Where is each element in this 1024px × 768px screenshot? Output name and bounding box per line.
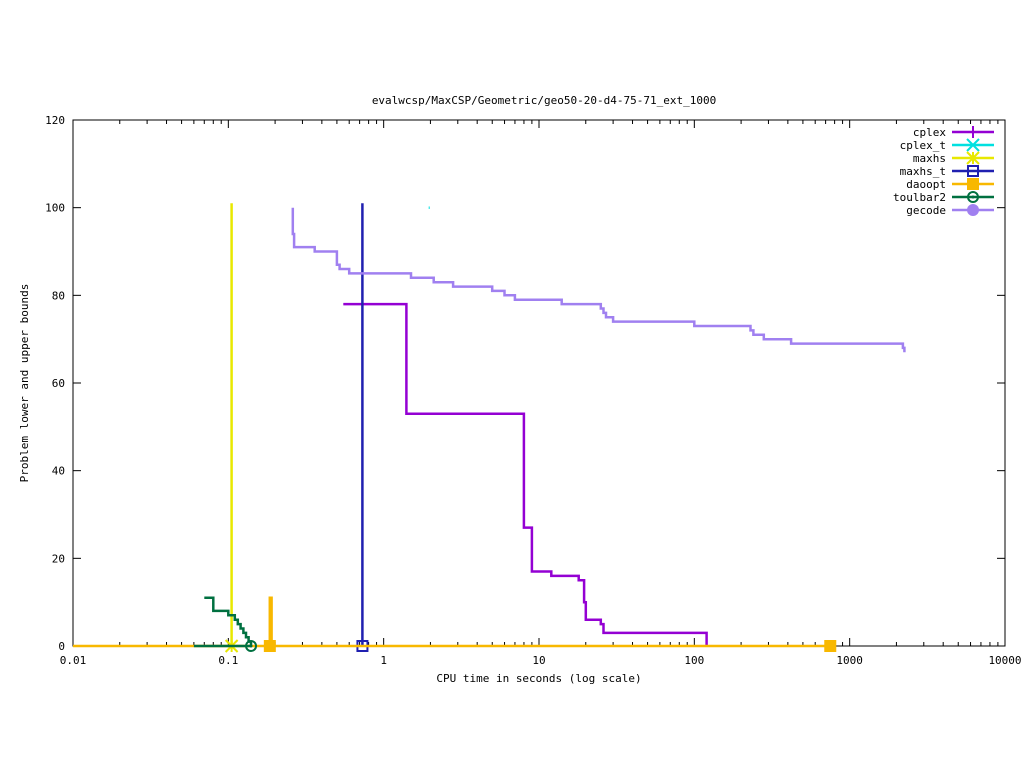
y-tick-label: 40 — [52, 465, 65, 478]
series-marker-toulbar2 — [245, 640, 258, 652]
legend-label-cplex_t: cplex_t — [900, 139, 946, 152]
legend-marker-gecode — [967, 204, 979, 216]
series-line-toulbar2-lower — [204, 596, 253, 646]
chart-title: evalwcsp/MaxCSP/Geometric/geo50-20-d4-75… — [372, 94, 716, 107]
y-tick-label: 20 — [52, 552, 65, 565]
legend-marker-cplex_t-d2 — [966, 138, 980, 152]
legend-label-maxhs: maxhs — [913, 152, 946, 165]
legend-label-gecode: gecode — [906, 204, 946, 217]
series-marker-daoopt-box — [824, 640, 837, 652]
y-axis-label: Problem lower and upper bounds — [18, 284, 31, 483]
legend-marker-daoopt-box — [967, 178, 979, 190]
legend-marker-maxhs — [966, 151, 980, 165]
series-line-cplex — [343, 302, 708, 646]
legend-marker-toulbar2 — [967, 191, 979, 203]
y-tick-label: 60 — [52, 377, 65, 390]
series-line-gecode — [291, 207, 906, 353]
x-axis-label: CPU time in seconds (log scale) — [436, 672, 641, 685]
legend-marker-daoopt — [967, 178, 979, 190]
legend-marker-cplex_t — [966, 138, 980, 152]
plot-area — [73, 203, 906, 653]
series-marker-daoopt-box — [263, 640, 276, 652]
legend-label-cplex: cplex — [913, 126, 946, 139]
series-toulbar2 — [193, 596, 258, 652]
series-marker-toulbar2-dot — [249, 644, 253, 648]
x-tick-label: 100 — [684, 654, 704, 667]
x-tick-label: 1 — [380, 654, 387, 667]
y-tick-label: 100 — [45, 202, 65, 215]
y-tick-label: 80 — [52, 289, 65, 302]
legend-marker-toulbar2-dot — [971, 195, 975, 199]
series-cplex — [343, 302, 708, 646]
series-gecode — [291, 207, 906, 353]
legend: cplexcplex_tmaxhsmaxhs_tdaoopttoulbar2ge… — [893, 126, 994, 217]
x-tick-label: 1000 — [836, 654, 863, 667]
y-tick-label: 0 — [58, 640, 65, 653]
x-tick-label: 0.01 — [60, 654, 87, 667]
x-tick-label: 10000 — [988, 654, 1021, 667]
legend-label-daoopt: daoopt — [906, 178, 946, 191]
legend-marker-cplex — [967, 126, 979, 138]
legend-label-toulbar2: toulbar2 — [893, 191, 946, 204]
series-marker-daoopt — [824, 640, 837, 652]
series-marker-toulbar2-ring — [245, 640, 258, 652]
legend-marker-toulbar2-ring — [967, 191, 979, 203]
x-tick-label: 0.1 — [218, 654, 238, 667]
y-tick-label: 120 — [45, 114, 65, 127]
legend-marker-gecode-dot — [967, 204, 979, 216]
legend-marker-maxhs_t — [967, 165, 979, 177]
legend-label-maxhs_t: maxhs_t — [900, 165, 946, 178]
legend-marker-maxhs_t-box — [967, 165, 979, 177]
series-marker-daoopt — [263, 640, 276, 652]
x-tick-label: 10 — [532, 654, 545, 667]
legend-marker-maxhs-d2 — [966, 151, 980, 165]
